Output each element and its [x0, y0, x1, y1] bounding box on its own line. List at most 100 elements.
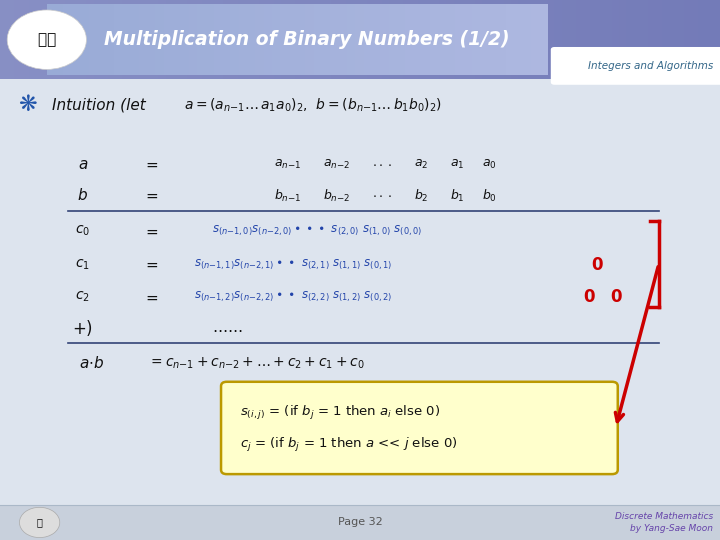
Bar [96, 4, 106, 75]
Bar [439, 0, 447, 79]
Bar [222, 4, 231, 75]
Bar [108, 0, 116, 79]
Bar [256, 4, 264, 75]
Bar [389, 4, 397, 75]
Text: $+)$: $+)$ [72, 318, 93, 338]
Bar [0, 0, 8, 79]
Bar [490, 0, 498, 79]
Bar [72, 4, 81, 75]
Bar [105, 4, 114, 75]
Bar [50, 0, 58, 79]
Text: $\mathbf{0}$: $\mathbf{0}$ [591, 255, 604, 274]
Bar [576, 0, 584, 79]
Bar [281, 0, 289, 79]
Bar [29, 0, 37, 79]
Bar [338, 4, 348, 75]
Circle shape [7, 10, 86, 69]
Text: $b_{n\mathregular{-}2}$: $b_{n\mathregular{-}2}$ [323, 187, 351, 204]
Bar [245, 0, 253, 79]
Bar [322, 4, 331, 75]
Bar [612, 0, 620, 79]
Text: $\ldots\ldots$: $\ldots\ldots$ [212, 320, 243, 335]
Bar [641, 0, 649, 79]
Bar [468, 0, 476, 79]
Text: $\mathbf{0}$: $\mathbf{0}$ [582, 288, 595, 306]
Bar [156, 4, 164, 75]
Text: $a = (a_{n\mathregular{-}1}\ldots\, a_1 a_0)_2$,  $b = (b_{n\mathregular{-}1}\ld: $a = (a_{n\mathregular{-}1}\ldots\, a_1 … [184, 97, 442, 114]
Bar [634, 0, 642, 79]
Bar [454, 0, 462, 79]
Text: $b_1$: $b_1$ [450, 187, 464, 204]
Bar [569, 0, 577, 79]
Text: $c_0$: $c_0$ [75, 224, 91, 238]
Bar [698, 0, 706, 79]
Bar [605, 0, 613, 79]
Bar [65, 0, 73, 79]
Bar [511, 0, 519, 79]
Bar [214, 4, 222, 75]
Bar [432, 0, 440, 79]
Bar [583, 0, 591, 79]
Bar [137, 0, 145, 79]
Bar [380, 4, 390, 75]
Bar [504, 0, 512, 79]
Bar [266, 0, 274, 79]
Bar [526, 0, 534, 79]
Bar [522, 4, 531, 75]
Text: $a_2$: $a_2$ [414, 158, 428, 171]
Bar [418, 0, 426, 79]
Text: $s_{(i,j)}$ = (if $b_j$ = 1 then $a_i$ else 0): $s_{(i,j)}$ = (if $b_j$ = 1 then $a_i$ e… [240, 404, 440, 422]
Bar [489, 4, 498, 75]
Bar [330, 4, 339, 75]
Bar [310, 0, 318, 79]
Bar [648, 0, 656, 79]
Bar [670, 0, 678, 79]
Bar [518, 0, 526, 79]
Bar [302, 0, 310, 79]
Bar [223, 0, 231, 79]
FancyBboxPatch shape [551, 47, 720, 85]
Text: $s_{(n\mathregular{-}1,0)}s_{(n\mathregular{-}2,0)}\bullet\bullet\bullet\ s_{(2,: $s_{(n\mathregular{-}1,0)}s_{(n\mathregu… [212, 224, 423, 238]
Bar [202, 0, 210, 79]
Text: $b_{n\mathregular{-}1}$: $b_{n\mathregular{-}1}$ [274, 187, 302, 204]
Bar [238, 0, 246, 79]
Bar [230, 0, 238, 79]
Bar [356, 4, 364, 75]
FancyBboxPatch shape [221, 382, 618, 474]
Bar [397, 4, 406, 75]
Bar [238, 4, 248, 75]
Bar [173, 0, 181, 79]
Bar [317, 0, 325, 79]
Bar [389, 0, 397, 79]
Text: $b_2$: $b_2$ [414, 187, 428, 204]
Bar [58, 0, 66, 79]
Text: $a{\cdot}b$: $a{\cdot}b$ [79, 355, 104, 371]
Text: Multiplication of Binary Numbers (1/2): Multiplication of Binary Numbers (1/2) [104, 30, 510, 49]
Bar [22, 0, 30, 79]
Bar [446, 0, 454, 79]
Text: $c_j$ = (if $b_j$ = 1 then $a$ << $j$ else 0): $c_j$ = (if $b_j$ = 1 then $a$ << $j$ el… [240, 436, 457, 454]
Bar [289, 4, 298, 75]
Bar [505, 4, 515, 75]
Bar [367, 0, 375, 79]
Bar [0, 505, 720, 540]
Text: $s_{(n\mathregular{-}1,1)}s_{(n\mathregular{-}2,1)}\bullet\bullet\ s_{(2,1)}\ s_: $s_{(n\mathregular{-}1,1)}s_{(n\mathregu… [194, 258, 392, 272]
Bar [655, 0, 663, 79]
Bar [86, 0, 94, 79]
Bar [94, 0, 102, 79]
Bar [324, 0, 332, 79]
Text: $a_{n\mathregular{-}2}$: $a_{n\mathregular{-}2}$ [323, 158, 351, 171]
Bar [55, 4, 64, 75]
Bar [115, 0, 123, 79]
Bar [47, 4, 56, 75]
Bar [63, 4, 73, 75]
Bar [80, 4, 89, 75]
Bar [374, 0, 382, 79]
Bar [180, 4, 189, 75]
Text: $=$: $=$ [143, 224, 159, 239]
Text: $a_{n\mathregular{-}1}$: $a_{n\mathregular{-}1}$ [274, 158, 302, 171]
Bar [598, 0, 606, 79]
Text: $\cdot\cdot\cdot$: $\cdot\cdot\cdot$ [372, 189, 392, 202]
Text: $c_2$: $c_2$ [76, 290, 90, 304]
Bar [382, 0, 390, 79]
